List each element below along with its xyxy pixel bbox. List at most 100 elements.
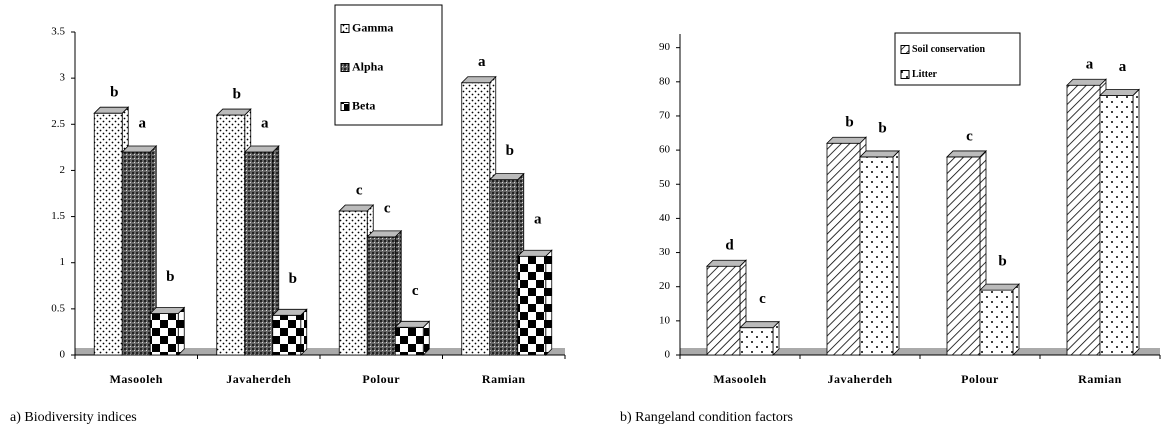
bar bbox=[272, 314, 302, 356]
bar-top bbox=[1099, 89, 1140, 96]
letter-annotation: a bbox=[534, 212, 542, 228]
bar-top bbox=[215, 108, 252, 116]
caption: a) Biodiversity indices bbox=[10, 410, 137, 425]
y-tick-label: 80 bbox=[659, 75, 671, 87]
letter-annotation: a bbox=[261, 115, 269, 131]
legend-swatch bbox=[900, 70, 910, 79]
bar bbox=[461, 82, 491, 356]
x-tick-label: Masooleh bbox=[713, 372, 766, 386]
bar bbox=[1099, 95, 1134, 356]
bar bbox=[244, 151, 274, 356]
bar-top bbox=[366, 230, 403, 238]
letter-annotation: b bbox=[878, 120, 886, 136]
bar-top bbox=[121, 145, 158, 153]
y-tick-label: 90 bbox=[659, 41, 671, 53]
bar-top bbox=[1066, 78, 1107, 86]
bar-side bbox=[1132, 88, 1140, 356]
letter-annotation: a bbox=[478, 54, 486, 70]
legend-swatch bbox=[900, 45, 910, 54]
bar bbox=[216, 114, 246, 356]
y-tick-label: 2 bbox=[60, 164, 66, 176]
legend-swatch bbox=[340, 24, 350, 33]
bar-top bbox=[826, 136, 867, 144]
bar-top bbox=[271, 308, 308, 316]
bar bbox=[121, 151, 151, 356]
bar-top bbox=[460, 76, 497, 84]
legend-swatch bbox=[340, 102, 350, 111]
bar bbox=[826, 142, 861, 356]
bar bbox=[517, 255, 547, 356]
y-tick-label: 2.5 bbox=[51, 118, 65, 130]
letter-annotation: c bbox=[966, 128, 973, 144]
legend-box bbox=[334, 4, 443, 126]
bar-top bbox=[93, 106, 130, 114]
letter-annotation: d bbox=[725, 238, 734, 254]
bar-top bbox=[706, 259, 747, 267]
y-tick-label: 40 bbox=[659, 212, 671, 224]
bar-top bbox=[516, 249, 553, 257]
bar-top bbox=[394, 320, 431, 328]
y-tick-label: 3 bbox=[60, 72, 66, 84]
letter-annotation: b bbox=[289, 271, 297, 287]
bar-side bbox=[1012, 283, 1020, 356]
y-tick-label: 10 bbox=[659, 314, 671, 326]
letter-annotation: b bbox=[233, 86, 241, 102]
letter-annotation: a bbox=[139, 115, 147, 131]
bar bbox=[859, 156, 894, 356]
letter-annotation: c bbox=[356, 182, 363, 198]
letter-annotation: a bbox=[1086, 57, 1094, 73]
bar bbox=[706, 265, 741, 356]
legend-label: Gamma bbox=[352, 20, 393, 34]
bar-top bbox=[488, 173, 525, 181]
letter-annotation: b bbox=[998, 254, 1006, 270]
y-tick-label: 1 bbox=[60, 256, 66, 268]
y-tick-label: 20 bbox=[659, 280, 671, 292]
bar-side bbox=[892, 149, 900, 356]
floor bbox=[75, 348, 565, 355]
bar-top bbox=[979, 283, 1020, 291]
bar bbox=[338, 210, 368, 356]
bar-top bbox=[739, 321, 780, 329]
y-tick-label: 0 bbox=[665, 349, 671, 361]
x-tick-label: Ramian bbox=[1078, 372, 1122, 386]
bar-side bbox=[177, 306, 185, 356]
bar-top bbox=[859, 150, 900, 158]
bar bbox=[979, 289, 1014, 356]
floor bbox=[680, 348, 1160, 355]
legend-box bbox=[894, 32, 1021, 86]
x-tick-label: Masooleh bbox=[110, 372, 163, 386]
letter-annotation: b bbox=[506, 143, 514, 159]
bar-top bbox=[149, 307, 186, 314]
bar bbox=[489, 179, 519, 356]
letter-annotation: b bbox=[845, 115, 853, 131]
letter-annotation: c bbox=[759, 291, 766, 307]
legend-label: Soil conservation bbox=[912, 44, 985, 55]
x-tick-label: Polour bbox=[961, 372, 999, 386]
letter-annotation: c bbox=[384, 200, 391, 216]
legend-label: Alpha bbox=[352, 59, 383, 73]
x-tick-label: Javaherdeh bbox=[828, 372, 893, 386]
y-tick-label: 0.5 bbox=[51, 302, 65, 314]
y-tick-label: 1.5 bbox=[51, 210, 65, 222]
bar bbox=[739, 327, 774, 356]
y-tick-label: 0 bbox=[60, 349, 66, 361]
bar-top bbox=[338, 204, 375, 212]
x-tick-label: Ramian bbox=[482, 372, 526, 386]
letter-annotation: b bbox=[110, 85, 118, 101]
bar bbox=[366, 236, 396, 356]
bar-top bbox=[243, 145, 280, 153]
bar bbox=[1066, 84, 1101, 356]
letter-annotation: b bbox=[166, 269, 174, 285]
bar-top bbox=[946, 150, 987, 158]
y-tick-label: 50 bbox=[659, 178, 671, 190]
y-tick-label: 30 bbox=[659, 246, 671, 258]
legend-swatch bbox=[340, 63, 350, 72]
bar bbox=[946, 156, 981, 356]
caption: b) Rangeland condition factors bbox=[620, 410, 793, 425]
bar bbox=[93, 112, 123, 356]
y-tick-label: 60 bbox=[659, 144, 671, 156]
x-tick-label: Javaherdeh bbox=[226, 372, 291, 386]
letter-annotation: a bbox=[1119, 59, 1127, 75]
bar-side bbox=[300, 308, 308, 356]
